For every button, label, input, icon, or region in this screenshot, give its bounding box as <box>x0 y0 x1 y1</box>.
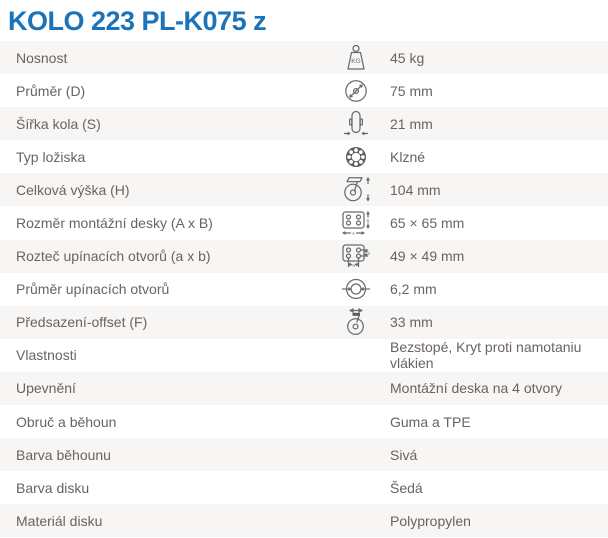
caster-offset-icon <box>338 306 374 339</box>
icon-cell-empty <box>338 438 374 471</box>
page-title: KOLO 223 PL-K075 z <box>8 6 267 36</box>
spec-value: 6,2 mm <box>390 281 437 298</box>
spec-label: Materiál disku <box>16 512 103 529</box>
spec-label: Upevnění <box>16 380 76 397</box>
icon-cell-empty <box>338 405 374 438</box>
icon-cell-empty <box>338 372 374 405</box>
icon-cell-empty <box>338 339 374 372</box>
spec-row: Rozteč upínacích otvorů (a x b) a b 49 ×… <box>0 239 608 273</box>
spec-value: Bezstopé, Kryt proti namotaniu vlákien <box>390 339 582 372</box>
spec-value: 49 × 49 mm <box>390 248 465 265</box>
mounting-plate-icon: A B <box>338 207 374 240</box>
spec-label: Průměr upínacích otvorů <box>16 281 170 298</box>
spec-row: Barva běhounu Sivá <box>0 438 608 472</box>
spec-row: Předsazení-offset (F) 33 mm <box>0 305 608 339</box>
svg-text:b: b <box>368 250 371 255</box>
spec-value: Guma a TPE <box>390 413 471 430</box>
spec-value: Polypropylen <box>390 512 471 529</box>
spec-row: Typ ložiska Klzné <box>0 140 608 174</box>
spec-label: Barva běhounu <box>16 446 111 463</box>
hole-spacing-icon: a b <box>338 240 374 273</box>
spec-value: 65 × 65 mm <box>390 215 465 232</box>
spec-label: Typ ložiska <box>16 148 86 165</box>
spec-label: Celková výška (H) <box>16 181 130 198</box>
spec-label: Rozměr montážní desky (A x B) <box>16 215 213 232</box>
spec-value: 33 mm <box>390 314 433 331</box>
spec-label: Šířka kola (S) <box>16 115 101 132</box>
spec-value: 75 mm <box>390 82 433 99</box>
svg-text:B: B <box>366 218 369 223</box>
spec-row: Průměr upínacích otvorů 6,2 mm <box>0 272 608 306</box>
spec-value: Klzné <box>390 148 426 165</box>
spec-row: Obruč a běhoun Guma a TPE <box>0 405 608 439</box>
svg-text:a: a <box>352 262 355 267</box>
spec-value: 21 mm <box>390 115 433 132</box>
spec-row: Upevnění Montážní deska na 4 otvory <box>0 371 608 406</box>
wheel-width-icon <box>338 107 374 140</box>
spec-label: Předsazení-offset (F) <box>16 314 148 331</box>
spec-value: Šedá <box>390 479 423 496</box>
spec-label: Obruč a běhoun <box>16 413 117 430</box>
spec-label: Nosnost <box>16 49 68 66</box>
spec-row: Šířka kola (S) 21 mm <box>0 107 608 141</box>
svg-text:KG: KG <box>351 58 360 65</box>
spec-label: Rozteč upínacích otvorů (a x b) <box>16 248 211 265</box>
spec-label: Vlastnosti <box>16 347 77 364</box>
spec-row: Vlastnosti Bezstopé, Kryt proti namotaniu… <box>0 338 608 372</box>
spec-row: Rozměr montážní desky (A x B) A B 65 × 6… <box>0 206 608 240</box>
weight-kg-icon: KG <box>338 41 374 74</box>
spec-row: Materiál disku Polypropylen <box>0 504 608 538</box>
spec-value: 45 kg <box>390 49 425 66</box>
spec-label: Průměr (D) <box>16 82 86 99</box>
spec-table: Nosnost KG 45 kg Průměr (D) 75 mm Šířka ko… <box>0 41 608 538</box>
diameter-icon <box>338 74 374 107</box>
bearing-icon <box>338 140 374 173</box>
spec-row: Barva disku Šedá <box>0 471 608 505</box>
spec-row: Nosnost KG 45 kg <box>0 41 608 75</box>
spec-value: Montážní deska na 4 otvory <box>390 380 562 397</box>
icon-cell-empty <box>338 471 374 504</box>
spec-label: Barva disku <box>16 479 90 496</box>
spec-row: Celková výška (H) 104 mm <box>0 173 608 207</box>
icon-cell-empty <box>338 504 374 537</box>
svg-text:A: A <box>352 230 355 235</box>
spec-value: 104 mm <box>390 181 441 198</box>
spec-value: Sivá <box>390 446 418 463</box>
caster-height-icon <box>338 173 374 206</box>
hole-diameter-icon <box>338 273 374 306</box>
spec-row: Průměr (D) 75 mm <box>0 74 608 108</box>
